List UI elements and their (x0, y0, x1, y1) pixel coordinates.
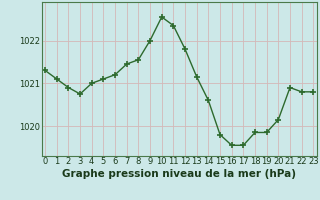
X-axis label: Graphe pression niveau de la mer (hPa): Graphe pression niveau de la mer (hPa) (62, 169, 296, 179)
